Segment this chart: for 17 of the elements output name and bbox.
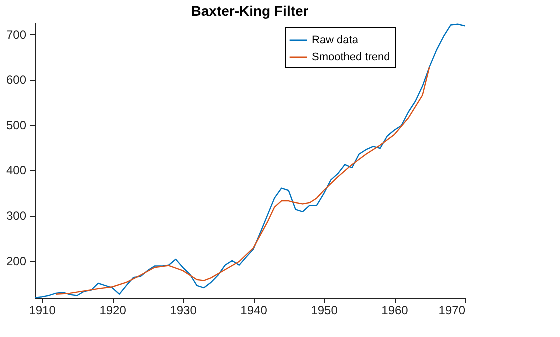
y-tick-label: 700 — [6, 28, 27, 42]
legend-label: Raw data — [312, 34, 360, 46]
chart-title: Baxter-King Filter — [191, 3, 310, 19]
x-tick-label: 1940 — [240, 304, 268, 318]
x-tick-label: 1910 — [29, 304, 56, 318]
y-tick-label: 300 — [6, 209, 27, 224]
y-tick-label: 400 — [6, 164, 27, 178]
y-tick-label: 500 — [6, 118, 27, 132]
y-tick-label: 200 — [6, 254, 27, 268]
x-tick-label: 1950 — [311, 304, 338, 318]
x-tick-label: 1970 — [438, 304, 466, 318]
x-tick-label: 1920 — [100, 304, 127, 318]
x-tick-label: 1930 — [170, 304, 198, 318]
line-series — [56, 66, 430, 295]
y-tick-label: 600 — [6, 73, 27, 88]
legend-label: Smoothed trend — [312, 52, 390, 64]
x-tick-label: 1960 — [382, 304, 409, 318]
